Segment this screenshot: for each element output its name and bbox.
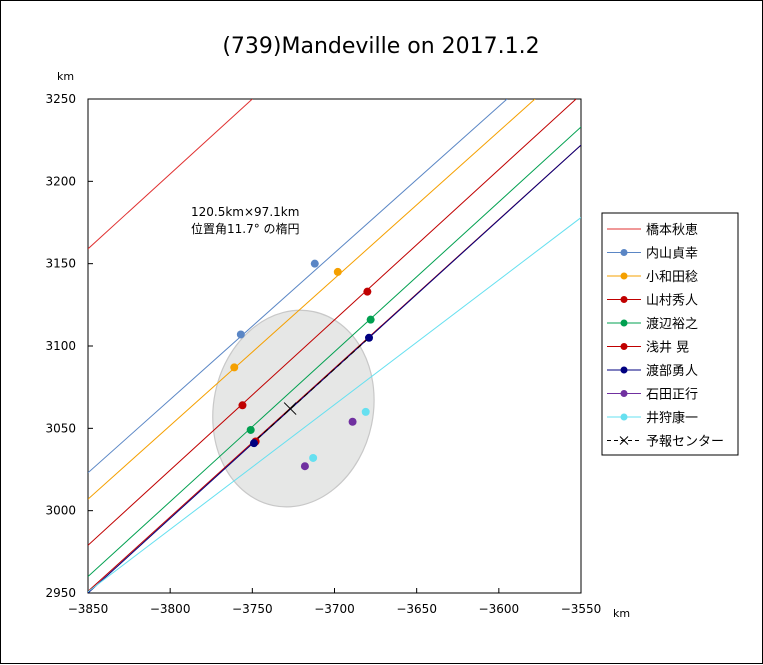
- series-point-7-1: [348, 417, 357, 426]
- series-point-6-1: [365, 333, 374, 342]
- legend-marker-3: [620, 296, 628, 303]
- ellipse-layer: [212, 309, 375, 508]
- x-tick-label: −3650: [396, 602, 437, 616]
- series-line-8: [88, 217, 581, 593]
- series-point-6-0: [249, 439, 258, 448]
- legend-label-0: 橋本秋恵: [646, 223, 698, 238]
- y-tick-label: 3250: [45, 92, 76, 106]
- series-point-2-0: [230, 363, 239, 372]
- center-marker-0: [283, 402, 297, 415]
- series-point-4-0: [246, 425, 255, 434]
- x-axis-ticks: −3850 −3800 −3750 −3700 −3650 −3600 −3550: [68, 588, 602, 616]
- series-line-1: [88, 99, 508, 474]
- legend-marker-5: [620, 343, 628, 350]
- y-tick-label: 3200: [45, 174, 76, 188]
- x-tick-label: −3750: [232, 602, 273, 616]
- legend-label-9: 予報センター: [646, 435, 724, 450]
- legend-label-6: 渡部勇人: [646, 363, 698, 379]
- legend-label-7: 石田正行: [646, 388, 698, 403]
- series-point-1-0: [236, 330, 245, 339]
- legend-marker-4: [620, 319, 628, 327]
- series-point-3-0: [238, 401, 247, 410]
- legend-label-8: 井狩康一: [646, 410, 698, 426]
- series-point-4-1: [366, 315, 375, 324]
- series-point-8-1: [361, 407, 370, 416]
- series-point-1-1: [310, 259, 319, 268]
- legend-label-4: 渡辺裕之: [646, 316, 698, 332]
- series-point-7-0: [300, 462, 309, 471]
- y-axis-unit: km: [57, 70, 74, 83]
- series-point-3-1: [363, 287, 372, 296]
- x-tick-label: −3800: [150, 602, 191, 616]
- legend-marker-1: [620, 249, 628, 256]
- legend-label-1: 内山貞幸: [646, 246, 698, 262]
- series-line-3: [88, 99, 577, 546]
- y-tick-label: 3050: [45, 421, 76, 435]
- y-tick-label: 2950: [45, 586, 76, 600]
- legend-marker-7: [620, 390, 628, 397]
- x-tick-label: −3550: [561, 602, 602, 616]
- legend-marker-8: [620, 413, 628, 421]
- y-tick-label: 3000: [45, 504, 76, 518]
- chart-title: (739)Mandeville on 2017.1.2: [222, 34, 539, 59]
- series-point-8-0: [309, 453, 318, 462]
- series-line-0: [88, 99, 253, 250]
- legend-label-3: 山村秀人: [646, 294, 698, 309]
- x-axis-unit: km: [613, 607, 630, 620]
- series-point-2-1: [333, 267, 342, 276]
- legend-marker-2: [620, 272, 628, 280]
- legend-label-5: 浅井 晃: [646, 341, 689, 356]
- legend-label-2: 小和田稔: [646, 270, 698, 285]
- x-tick-label: −3600: [479, 602, 520, 616]
- legend-marker-9: [619, 436, 629, 445]
- ellipse-size-annotation: 120.5km×97.1km: [191, 205, 299, 219]
- series-line-2: [88, 99, 536, 500]
- x-tick-label: −3850: [68, 602, 109, 616]
- series-line-4: [88, 126, 581, 577]
- y-axis-ticks: 2950 3000 3050 3100 3150 3200 3250: [45, 92, 93, 600]
- points-layer: [230, 259, 375, 471]
- occultation-ellipse: [212, 309, 375, 508]
- y-tick-label: 3150: [45, 257, 76, 271]
- legend-marker-6: [620, 366, 628, 374]
- ellipse-angle-annotation: 位置角11.7° の楕円: [191, 221, 300, 236]
- y-tick-label: 3100: [45, 339, 76, 353]
- x-tick-label: −3700: [314, 602, 355, 616]
